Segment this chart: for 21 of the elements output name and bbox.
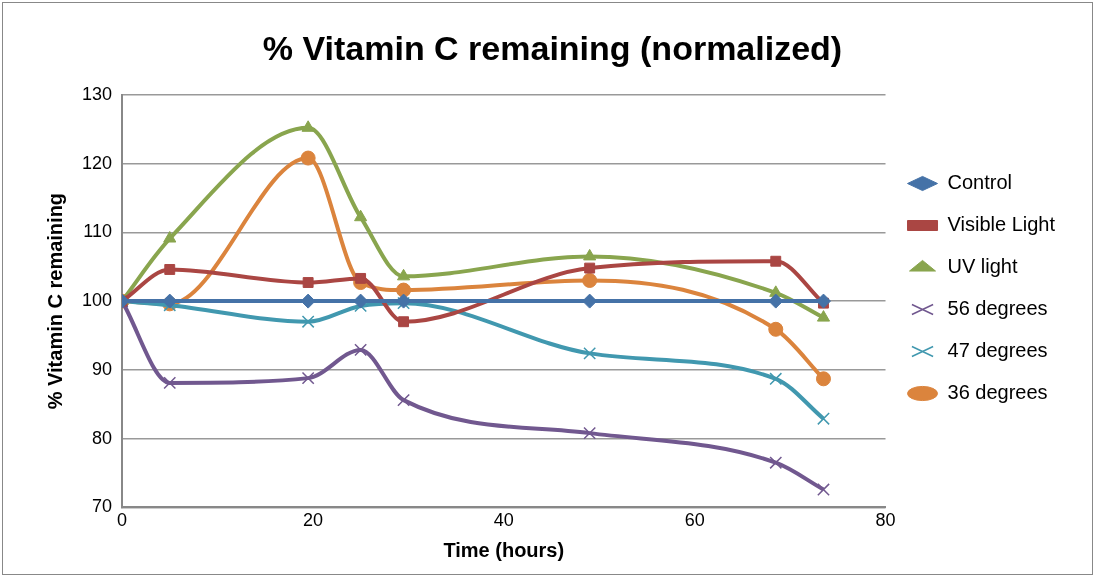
legend-label: 36 degrees	[947, 381, 1048, 404]
x-tick-label: 20	[302, 510, 323, 531]
y-tick-label: 110	[83, 221, 113, 242]
y-tick-label: 80	[92, 427, 113, 448]
x-tick-label: 0	[117, 510, 128, 531]
chart-title: % Vitamin C remaining (normalized)	[262, 28, 843, 67]
legend-label: Control	[947, 171, 1012, 194]
y-axis-title: % Vitamin C remaining	[43, 192, 66, 410]
legend-label: 56 degrees	[947, 297, 1048, 320]
x-tick-label: 40	[493, 510, 514, 531]
legend-label: UV light	[947, 255, 1018, 278]
y-tick-label: 90	[92, 358, 113, 379]
x-axis-title: Time (hours)	[443, 538, 565, 561]
legend-label: Visible Light	[947, 213, 1056, 236]
y-tick-label: 130	[81, 83, 113, 104]
y-tick-label: 100	[81, 290, 113, 311]
y-tick-label: 120	[81, 152, 113, 173]
x-tick-label: 80	[875, 510, 896, 531]
x-tick-label: 60	[684, 510, 705, 531]
legend-label: 47 degrees	[947, 339, 1048, 362]
y-tick-label: 70	[92, 496, 113, 517]
